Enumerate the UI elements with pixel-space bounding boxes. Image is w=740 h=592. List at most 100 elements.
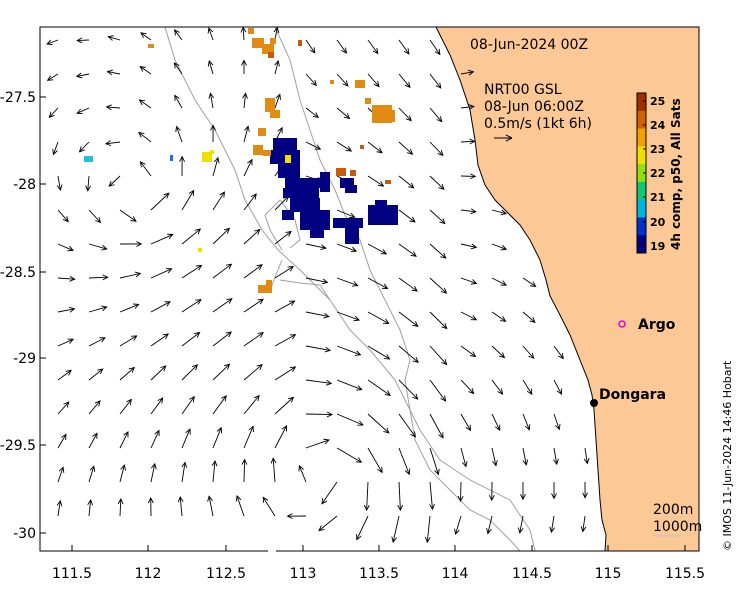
current-arrow	[553, 379, 562, 395]
argo-label: Argo	[638, 317, 676, 333]
current-arrow	[243, 93, 246, 109]
colorbar-segment	[637, 110, 646, 130]
current-arrowhead	[318, 525, 325, 532]
x-tick-label: 115.5	[665, 566, 705, 582]
sst-cell	[170, 155, 173, 161]
current-arrowhead	[341, 47, 348, 54]
current-arrow	[57, 467, 64, 483]
x-tick-label: 111.5	[52, 566, 92, 582]
current-arrow	[398, 175, 415, 189]
current-arrowhead	[46, 39, 53, 46]
current-arrow	[491, 277, 507, 286]
legend-line3: 0.5m/s (1kt 6h)	[484, 116, 592, 132]
current-arrow	[77, 39, 90, 42]
current-arrow	[398, 345, 419, 363]
y-tick-label: -29.5	[0, 438, 36, 454]
current-arrow	[108, 175, 121, 187]
current-arrow	[243, 395, 260, 415]
current-arrow	[367, 345, 390, 360]
current-arrow	[57, 277, 75, 280]
current-arrowhead	[323, 312, 330, 319]
current-arrowhead	[440, 287, 448, 294]
current-arrowhead	[524, 424, 531, 431]
current-arrowhead	[470, 279, 478, 285]
current-arrow	[138, 132, 152, 143]
current-arrow	[522, 345, 535, 359]
current-arrowhead	[89, 465, 96, 472]
colorbar: 19 20 21 22 23 24 25	[636, 92, 666, 254]
current-arrow	[119, 499, 122, 517]
current-arrowhead	[434, 48, 441, 56]
current-arrowhead	[383, 427, 390, 434]
current-arrow	[212, 460, 216, 483]
current-arrow	[367, 39, 379, 54]
sst-cell	[350, 170, 356, 176]
current-arrowhead	[154, 429, 160, 437]
current-arrowhead	[441, 358, 448, 366]
current-arrowhead	[164, 301, 171, 307]
y-tick-label: -30	[13, 526, 36, 542]
current-arrow	[367, 175, 384, 187]
current-arrow	[87, 175, 90, 191]
current-arrow	[398, 311, 419, 327]
current-arrowhead	[325, 379, 333, 386]
current-arrow	[119, 431, 129, 449]
current-arrow	[336, 447, 362, 463]
current-arrowhead	[287, 396, 295, 403]
x-tick-label: 112	[135, 566, 162, 582]
current-arrow	[181, 364, 198, 381]
contour-200m	[164, 26, 536, 552]
current-arrowhead	[440, 395, 447, 402]
current-arrowhead	[138, 99, 146, 106]
current-arrow	[208, 496, 214, 517]
current-arrow	[57, 434, 67, 449]
current-arrowhead	[52, 148, 58, 156]
current-arrowhead	[61, 433, 67, 440]
current-arrow	[429, 209, 446, 224]
current-arrow	[181, 190, 195, 211]
current-arrowhead	[136, 241, 143, 247]
x-tick-label: 114.5	[512, 566, 552, 582]
current-arrow	[181, 332, 200, 347]
current-arrow	[88, 433, 98, 449]
current-arrowhead	[162, 333, 170, 340]
current-arrow	[336, 379, 362, 391]
colorbar-label: 4h comp, p50, All Sats	[669, 98, 683, 250]
sst-pixels	[84, 28, 398, 293]
current-arrow	[553, 447, 558, 465]
current-arrow	[119, 304, 139, 313]
current-arrowhead	[254, 228, 261, 235]
current-arrow	[305, 277, 328, 283]
current-arrow	[140, 32, 152, 41]
sst-cell	[258, 285, 272, 293]
current-arrowhead	[438, 432, 444, 439]
current-arrow	[272, 458, 276, 483]
sst-cell	[385, 180, 391, 184]
current-arrow	[455, 515, 462, 535]
current-arrowhead	[56, 184, 63, 191]
current-arrowhead	[177, 496, 184, 503]
current-arrowhead	[105, 104, 112, 111]
current-arrow	[243, 126, 249, 143]
current-arrowhead	[437, 149, 444, 157]
current-arrowhead	[436, 116, 443, 123]
current-arrow	[522, 447, 527, 465]
current-arrow	[522, 277, 536, 287]
legend-line1: NRT00 GSL	[484, 82, 562, 98]
sst-cell	[265, 98, 275, 112]
current-arrowhead	[160, 365, 167, 372]
current-arrowhead	[384, 390, 391, 396]
current-arrowhead	[355, 457, 363, 463]
current-arrow	[212, 228, 230, 245]
current-arrow	[522, 413, 530, 430]
current-arrowhead	[410, 431, 416, 438]
sst-cell	[148, 44, 154, 48]
current-arrowhead	[128, 366, 136, 373]
current-arrowhead	[356, 534, 362, 541]
current-arrow	[336, 345, 361, 356]
current-arrowhead	[117, 498, 124, 505]
current-arrowhead	[411, 285, 418, 292]
current-arrowhead	[76, 108, 83, 115]
current-arrowhead	[277, 126, 283, 134]
current-arrow	[305, 379, 332, 384]
